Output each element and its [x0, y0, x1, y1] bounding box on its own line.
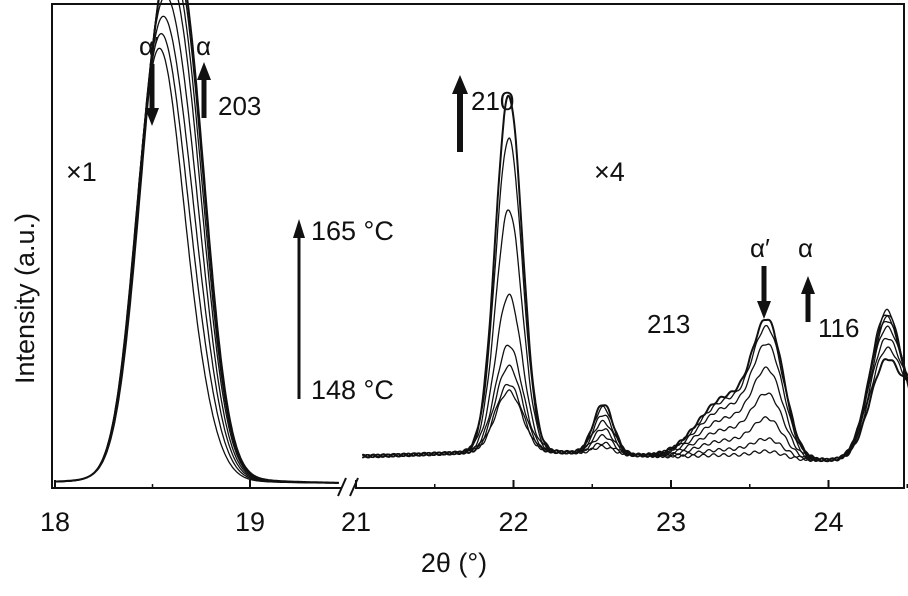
- peak-label-213: 213: [647, 309, 690, 339]
- peak-label-116: 116: [818, 313, 859, 343]
- series-curve-right-4: [362, 320, 908, 462]
- series-curve-left-1: [54, 47, 339, 484]
- series-curve-right-6: [362, 209, 908, 462]
- x-tick-label: 18: [40, 507, 70, 537]
- y-axis-label: Intensity (a.u.): [10, 212, 41, 384]
- annotations: ×1 ×4 α′ α 203 210 213 α′ α 116 165 °C 1…: [66, 31, 859, 405]
- arrow-down-alpha-prime-left: [145, 64, 159, 126]
- temperature-high-label: 165 °C: [311, 216, 394, 246]
- phase-label-alpha-right: α: [798, 233, 813, 263]
- x-tick-label: 19: [235, 507, 265, 537]
- series-curve-right-2: [362, 314, 908, 463]
- series-curve-right-7: [362, 137, 908, 462]
- y-axis-label-wrap: Intensity (a.u.): [6, 0, 46, 596]
- series-curve-right-5: [362, 293, 908, 462]
- axis-break: [337, 477, 359, 497]
- peak-label-210: 210: [471, 86, 514, 116]
- series-curve-right-8: [362, 94, 908, 463]
- scale-label-right: ×4: [594, 157, 625, 187]
- series-curve-left-6: [54, 0, 339, 484]
- series-curves: [54, 0, 908, 484]
- x-tick-label: 23: [656, 507, 686, 537]
- phase-label-alpha-prime-right: α′: [750, 233, 770, 263]
- x-axis-ticks: 18192122232425: [40, 480, 908, 537]
- arrow-up-210: [452, 75, 468, 152]
- plot-frame: [51, 3, 905, 489]
- x-tick-label: 24: [813, 507, 843, 537]
- peak-label-203: 203: [218, 91, 261, 121]
- series-curve-left-8: [55, 0, 339, 484]
- series-curve-right-1: [362, 308, 908, 463]
- axis-break-mark-right: [349, 477, 359, 497]
- x-tick-label: 21: [341, 507, 371, 537]
- scale-label-left: ×1: [66, 157, 97, 187]
- series-curve-left-7: [55, 0, 339, 484]
- series-curve-left-4: [54, 0, 339, 484]
- phase-label-alpha-left: α: [196, 31, 211, 61]
- arrow-down-alpha-prime-right: [757, 266, 771, 319]
- x-axis-label: 2θ (°): [420, 548, 488, 578]
- arrow-up-alpha-right: [801, 276, 815, 322]
- temperature-low-label: 148 °C: [311, 375, 394, 405]
- series-curve-left-5: [55, 0, 339, 484]
- axis-break-mark-left: [337, 477, 347, 497]
- phase-label-alpha-prime-left: α′: [139, 31, 159, 61]
- arrow-up-alpha-left: [197, 62, 211, 118]
- arrow-temperature: [293, 219, 305, 399]
- x-tick-label: 22: [498, 507, 528, 537]
